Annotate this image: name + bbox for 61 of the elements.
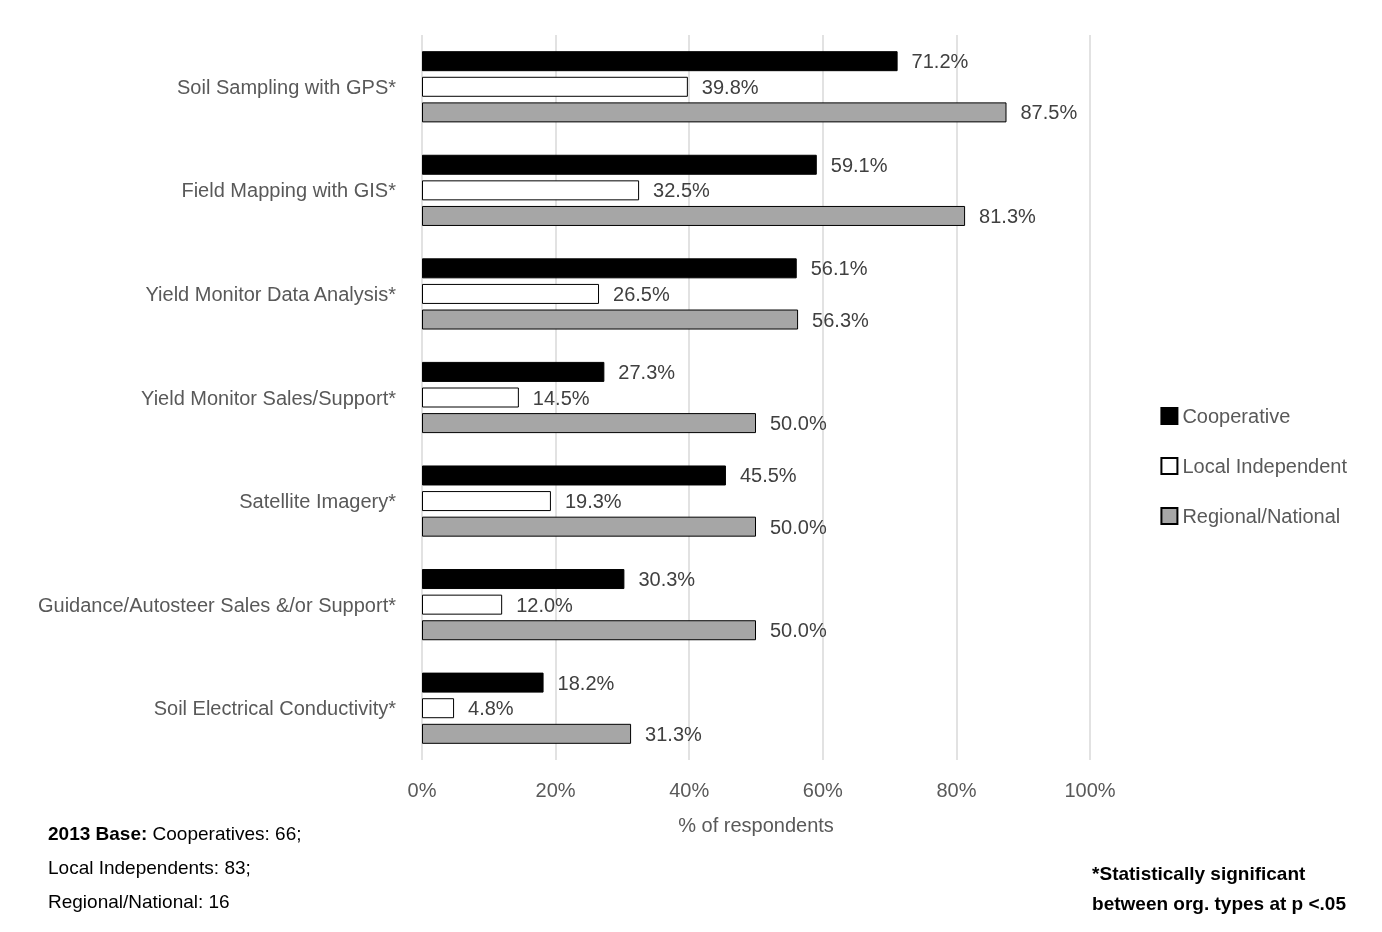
x-tick-label: 0% — [407, 779, 437, 801]
y-tick-label: Field Mapping with GIS* — [181, 179, 397, 202]
data-label: 50.0% — [770, 619, 827, 642]
bar — [422, 698, 455, 719]
bar — [422, 102, 1007, 123]
bar — [422, 672, 544, 693]
data-label: 30.3% — [638, 568, 696, 591]
bar — [422, 569, 625, 590]
x-tick-label: 100% — [1064, 779, 1116, 801]
data-label: 45.5% — [739, 464, 797, 487]
data-label: 12.0% — [516, 593, 574, 616]
bar — [422, 76, 688, 97]
data-label: 50.0% — [770, 412, 827, 435]
data-label: 18.2% — [557, 671, 615, 694]
y-tick-label: Guidance/Autosteer Sales &/or Support* — [38, 593, 397, 616]
x-tick-label: 60% — [802, 779, 844, 801]
data-label: 4.8% — [468, 697, 514, 720]
legend-label: Cooperative — [1182, 405, 1291, 427]
data-label: 50.0% — [770, 515, 827, 538]
legend-label: Local Independent — [1182, 455, 1348, 477]
data-label: 71.2% — [911, 50, 969, 73]
x-tick-label: 80% — [936, 779, 977, 801]
bar — [422, 309, 799, 330]
data-label: 19.3% — [564, 490, 622, 513]
bar — [422, 361, 605, 382]
y-tick-label: Soil Sampling with GPS* — [177, 75, 397, 98]
y-tick-label: Yield Monitor Sales/Support* — [141, 386, 397, 409]
data-label: 32.5% — [653, 179, 711, 202]
bar — [422, 465, 726, 486]
data-label: 81.3% — [979, 204, 1037, 227]
bar — [422, 387, 519, 408]
x-axis-title: % of respondents — [678, 814, 834, 836]
text: 2013 Base: Cooperatives: 66; Local Independents: 83; Regional/National: 16 — [48, 823, 302, 912]
bar — [422, 154, 817, 175]
bar — [422, 51, 898, 72]
bar — [422, 491, 551, 512]
y-tick-label: Satellite Imagery* — [239, 490, 397, 513]
legend-label: Regional/National — [1182, 505, 1341, 527]
bar — [422, 180, 640, 201]
bar — [422, 283, 600, 304]
bar — [422, 723, 632, 744]
data-label: 56.1% — [810, 257, 868, 280]
y-tick-label: Soil Electrical Conductivity* — [153, 697, 397, 720]
bar — [422, 205, 966, 226]
y-tick-label: Yield Monitor Data Analysis* — [145, 282, 397, 305]
data-label: 31.3% — [645, 722, 703, 745]
x-tick-label: 40% — [669, 779, 710, 801]
data-label: 87.5% — [1020, 101, 1078, 124]
x-tick-label: 20% — [535, 779, 576, 801]
data-label: 27.3% — [618, 360, 676, 383]
bar — [422, 620, 756, 641]
data-label: 39.8% — [701, 75, 759, 98]
data-label: 56.3% — [812, 308, 870, 331]
bar — [422, 516, 756, 537]
data-label: 26.5% — [613, 282, 670, 305]
text: *Statistically significant between org. types at p <.05 — [1092, 862, 1347, 914]
bar — [422, 594, 503, 615]
bar — [422, 258, 797, 279]
data-label: 14.5% — [532, 386, 590, 409]
bar — [422, 413, 756, 434]
data-label: 59.1% — [830, 153, 888, 176]
